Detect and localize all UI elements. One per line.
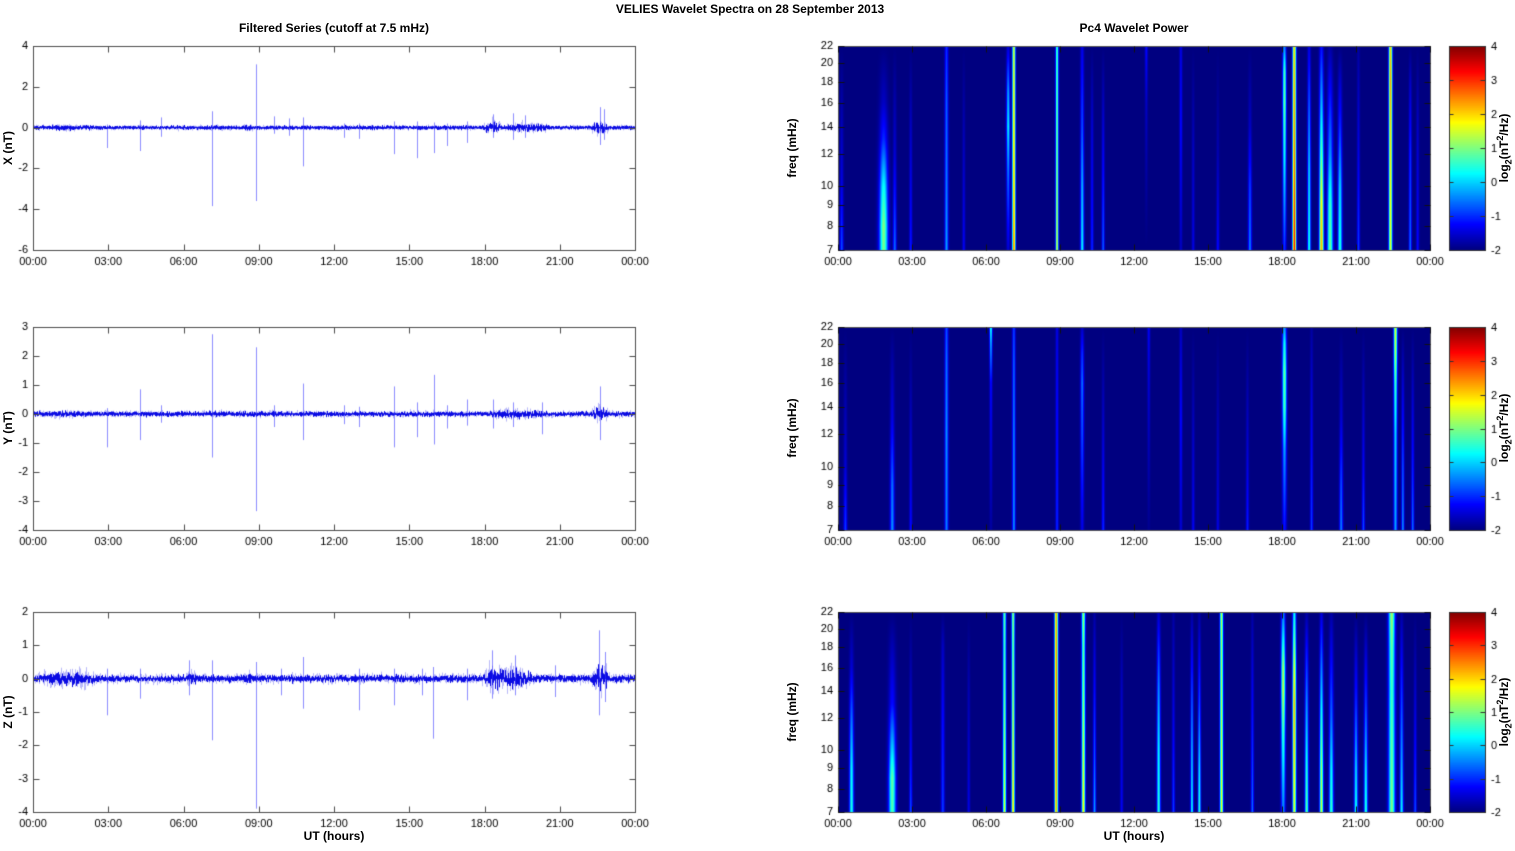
colorbar-canvas-x <box>1447 38 1515 264</box>
z-series-canvas <box>0 604 652 838</box>
y-series-canvas <box>0 319 652 556</box>
y-wavelet-canvas <box>805 319 1447 556</box>
colorbar-label-1: log2(nT2/Hz) <box>1495 113 1514 183</box>
z-wavelet-canvas <box>805 604 1447 838</box>
freq-axis-label-2: freq (mHz) <box>785 398 799 458</box>
freq-axis-label-3: freq (mHz) <box>785 682 799 742</box>
y-axis-label-y: Y (nT) <box>1 411 15 445</box>
x-series-canvas <box>0 38 652 276</box>
colorbar-canvas-z <box>1447 604 1515 826</box>
colorbar-label-2: log2(nT2/Hz) <box>1495 393 1514 463</box>
left-column-title: Filtered Series (cutoff at 7.5 mHz) <box>238 21 430 35</box>
colorbar-label-3: log2(nT2/Hz) <box>1495 677 1514 747</box>
x-axis-label-left: UT (hours) <box>303 829 365 843</box>
y-axis-label-x: X (nT) <box>1 131 15 165</box>
colorbar-canvas-y <box>1447 319 1515 544</box>
freq-axis-label-1: freq (mHz) <box>785 118 799 178</box>
x-wavelet-canvas <box>805 38 1447 276</box>
y-axis-label-z: Z (nT) <box>1 695 15 729</box>
right-column-title: Pc4 Wavelet Power <box>1079 21 1189 35</box>
figure-title: VELIES Wavelet Spectra on 28 September 2… <box>615 2 885 16</box>
x-axis-label-right: UT (hours) <box>1103 829 1165 843</box>
